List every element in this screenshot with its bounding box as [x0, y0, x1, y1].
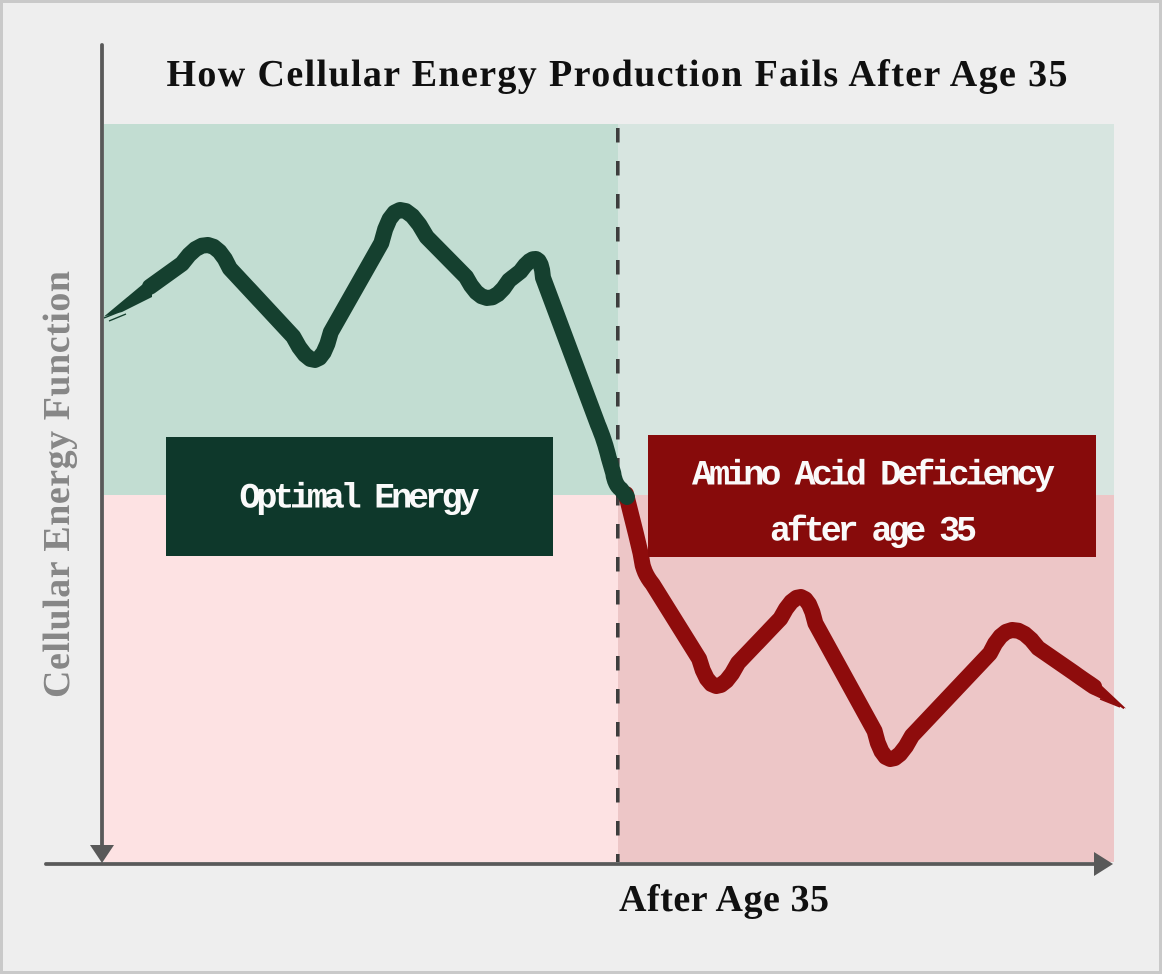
svg-text:Cellular Energy Function: Cellular Energy Function	[36, 271, 78, 698]
svg-text:How Cellular Energy Production: How Cellular Energy Production Fails Aft…	[167, 53, 1068, 95]
svg-text:after age 35: after age 35	[770, 512, 977, 552]
svg-text:After Age 35: After Age 35	[619, 878, 829, 920]
svg-text:Amino Acid Deficiency: Amino Acid Deficiency	[692, 456, 1055, 496]
svg-text:Optimal Energy: Optimal Energy	[240, 479, 480, 519]
